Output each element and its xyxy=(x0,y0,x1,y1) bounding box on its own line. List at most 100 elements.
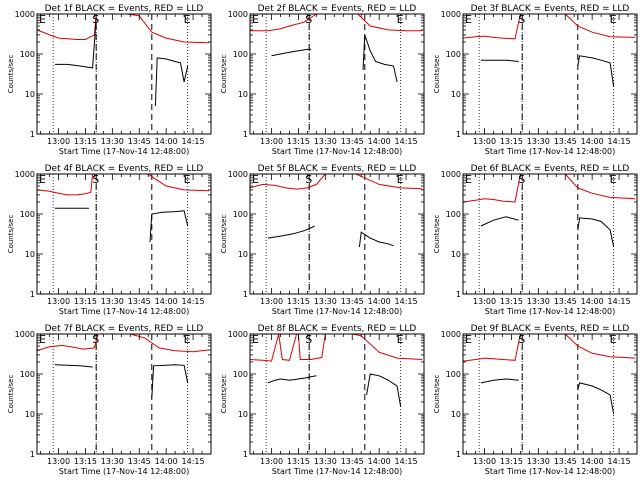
y-tick-label: 100 xyxy=(20,370,35,379)
x-tick-label: 14:00 xyxy=(581,457,604,466)
interval-marker-end: E xyxy=(184,13,191,26)
x-tick-label: 14:00 xyxy=(368,137,391,146)
panel-title: Det 5f BLACK = Events, RED = LLD xyxy=(258,164,417,174)
events-series-line xyxy=(362,34,398,83)
x-tick-label: 13:15 xyxy=(287,457,310,466)
y-tick-label: 1 xyxy=(243,450,248,459)
events-series-line xyxy=(154,57,189,107)
lld-series-line xyxy=(250,14,423,32)
y-tick-label: 100 xyxy=(20,210,35,219)
x-tick-label: 13:45 xyxy=(128,457,151,466)
x-tick-label: 13:15 xyxy=(74,297,97,306)
y-tick-label: 100 xyxy=(233,370,248,379)
interval-marker-left: E xyxy=(39,13,46,26)
y-tick-label: 10 xyxy=(451,410,461,419)
x-tick-label: 13:30 xyxy=(101,137,124,146)
plot-frame xyxy=(249,13,425,135)
events-series-line xyxy=(577,217,615,248)
x-tick-label: 13:30 xyxy=(101,457,124,466)
events-series-line xyxy=(149,210,189,243)
x-axis-label: Start Time (17-Nov-14 12:48:00) xyxy=(485,307,615,316)
y-tick-label: 1000 xyxy=(441,10,461,19)
lld-series-line xyxy=(37,174,210,196)
events-series-line xyxy=(358,231,394,248)
lld-series-line xyxy=(463,14,636,40)
interval-marker-left: E xyxy=(252,173,259,186)
plot-frame xyxy=(462,13,638,135)
detector-panel-4: Det 4f BLACK = Events, RED = LLD 1 10 100 10… xyxy=(7,164,212,316)
y-axis-label: Counts/sec xyxy=(220,215,228,254)
x-tick-label: 14:15 xyxy=(182,457,205,466)
interval-marker-start: S xyxy=(305,173,312,186)
interval-marker-end: E xyxy=(397,173,404,186)
interval-marker-start: S xyxy=(92,13,99,26)
interval-marker-end: E xyxy=(397,333,404,346)
interval-marker-start: S xyxy=(518,333,525,346)
x-tick-label: 13:45 xyxy=(554,457,577,466)
y-tick-label: 10 xyxy=(25,410,35,419)
x-axis-label: Start Time (17-Nov-14 12:48:00) xyxy=(59,307,189,316)
plot-frame xyxy=(249,173,425,295)
x-tick-label: 13:30 xyxy=(314,457,337,466)
detector-panel-8: Det 8f BLACK = Events, RED = LLD 1 10 100 10… xyxy=(220,324,425,476)
y-tick-label: 1 xyxy=(243,130,248,139)
x-tick-label: 13:45 xyxy=(554,297,577,306)
plot-frame xyxy=(36,173,212,295)
x-tick-label: 13:45 xyxy=(128,297,151,306)
y-tick-label: 10 xyxy=(238,250,248,259)
x-axis-label: Start Time (17-Nov-14 12:48:00) xyxy=(272,307,402,316)
plot-frame xyxy=(36,333,212,455)
events-series-line xyxy=(480,216,519,227)
x-tick-label: 14:00 xyxy=(581,137,604,146)
detector-panel-7: Det 7f BLACK = Events, RED = LLD 1 10 100 10… xyxy=(7,324,212,476)
events-series-line xyxy=(480,378,519,384)
events-series-line xyxy=(151,364,189,399)
x-tick-label: 14:15 xyxy=(608,457,631,466)
x-tick-label: 13:30 xyxy=(527,457,550,466)
x-tick-label: 14:15 xyxy=(395,457,418,466)
detector-panel-3: Det 3f BLACK = Events, RED = LLD 1 10 100 10… xyxy=(433,4,638,156)
panel-title: Det 8f BLACK = Events, RED = LLD xyxy=(258,324,417,334)
y-tick-label: 1 xyxy=(30,290,35,299)
x-tick-label: 13:30 xyxy=(314,137,337,146)
panel-title: Det 9f BLACK = Events, RED = LLD xyxy=(471,324,630,334)
interval-marker-start: S xyxy=(305,333,312,346)
y-axis-label: Counts/sec xyxy=(433,375,441,414)
x-tick-label: 13:00 xyxy=(473,137,496,146)
panel-title: Det 6f BLACK = Events, RED = LLD xyxy=(471,164,630,174)
x-tick-label: 13:45 xyxy=(341,137,364,146)
detector-panel-6: Det 6f BLACK = Events, RED = LLD 1 10 100 10… xyxy=(433,164,638,316)
interval-marker-left: E xyxy=(465,13,472,26)
y-tick-label: 1 xyxy=(456,290,461,299)
y-tick-label: 1000 xyxy=(15,330,35,339)
interval-marker-left: E xyxy=(39,173,46,186)
y-tick-label: 10 xyxy=(238,410,248,419)
x-tick-label: 14:15 xyxy=(395,297,418,306)
x-tick-label: 14:15 xyxy=(182,137,205,146)
y-axis-label: Counts/sec xyxy=(7,375,15,414)
panel-title: Det 4f BLACK = Events, RED = LLD xyxy=(45,164,204,174)
x-tick-label: 13:30 xyxy=(314,297,337,306)
panel-title: Det 7f BLACK = Events, RED = LLD xyxy=(45,324,204,334)
detector-panel-1: Det 1f BLACK = Events, RED = LLD 1 10 100 10… xyxy=(7,4,212,156)
x-tick-label: 13:45 xyxy=(128,137,151,146)
y-tick-label: 10 xyxy=(25,90,35,99)
lld-series-line xyxy=(463,174,636,203)
x-tick-label: 14:15 xyxy=(182,297,205,306)
lld-series-line xyxy=(463,334,636,362)
x-tick-label: 13:30 xyxy=(101,297,124,306)
y-tick-label: 10 xyxy=(238,90,248,99)
y-axis-label: Counts/sec xyxy=(7,55,15,94)
x-tick-label: 13:45 xyxy=(341,297,364,306)
events-series-line xyxy=(577,55,615,88)
y-tick-label: 100 xyxy=(233,50,248,59)
x-tick-label: 14:00 xyxy=(581,297,604,306)
y-axis-label: Counts/sec xyxy=(433,55,441,94)
x-tick-label: 14:00 xyxy=(368,457,391,466)
y-tick-label: 1000 xyxy=(228,10,248,19)
plot-frame xyxy=(36,13,212,135)
y-tick-label: 1 xyxy=(30,450,35,459)
y-tick-label: 1 xyxy=(30,130,35,139)
x-tick-label: 13:00 xyxy=(473,297,496,306)
interval-marker-start: S xyxy=(92,173,99,186)
